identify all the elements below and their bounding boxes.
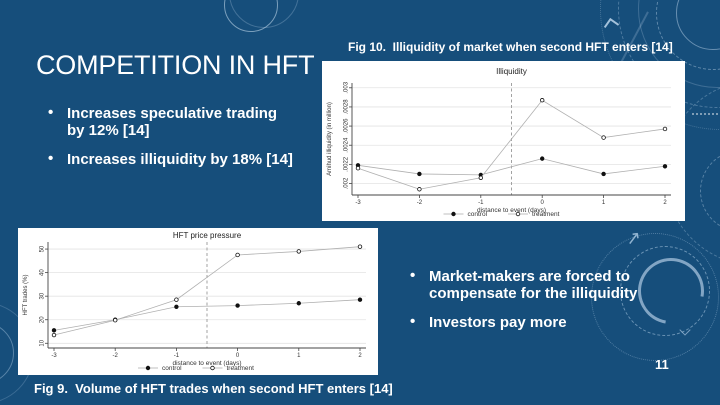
svg-text:.003: .003: [344, 81, 350, 93]
svg-text:.0028: .0028: [344, 99, 350, 115]
svg-text:control: control: [162, 365, 182, 372]
bullet-item: Increases speculative trading by 12% [14…: [46, 104, 346, 140]
svg-text:1: 1: [297, 353, 301, 359]
svg-text:40: 40: [40, 269, 46, 276]
right-bullet-list: Market-makers are forced to compensate f…: [408, 267, 708, 342]
svg-text:.0026: .0026: [344, 118, 350, 134]
svg-text:20: 20: [40, 316, 46, 323]
fig10-chart-panel: .002 .0022 .0024 .0026 .0028 .003 -3 -2 -1 0 1 2 dis…: [322, 61, 685, 221]
decorative-tick-ring: [656, 0, 720, 70]
svg-text:Amihud illiquidity (in million: Amihud illiquidity (in million): [327, 102, 333, 176]
svg-text:-1: -1: [174, 353, 180, 359]
dotted-line: [692, 113, 718, 115]
svg-text:.002: .002: [344, 177, 350, 189]
slide-title: COMPETITION IN HFT: [36, 50, 315, 80]
chevron-up-icon: [603, 17, 620, 34]
svg-text:-3: -3: [51, 353, 57, 359]
svg-text:-3: -3: [355, 200, 361, 206]
svg-text:distance to event (days): distance to event (days): [172, 360, 241, 367]
svg-text:HFT trades (%): HFT trades (%): [23, 275, 29, 316]
svg-text:HFT price pressure: HFT price pressure: [173, 231, 242, 240]
decorative-tick-ring: [700, 150, 720, 232]
svg-text:50: 50: [40, 245, 46, 252]
svg-text:.0024: .0024: [344, 137, 350, 153]
bullet-item: Increases illiquidity by 18% [14]: [46, 150, 346, 168]
decorative-ring: [0, 322, 14, 384]
decorative-ring: [229, 0, 299, 28]
page-number: 11: [655, 357, 669, 372]
svg-text:distance to event (days): distance to event (days): [477, 207, 546, 214]
svg-text:0: 0: [541, 200, 545, 206]
svg-text:2: 2: [358, 353, 362, 359]
svg-text:control: control: [468, 211, 488, 218]
decorative-ring: [224, 0, 278, 32]
svg-text:treatment: treatment: [532, 211, 560, 218]
svg-text:-2: -2: [113, 353, 119, 359]
svg-text:2: 2: [663, 200, 667, 206]
svg-text:10: 10: [40, 339, 46, 346]
svg-text:treatment: treatment: [227, 365, 255, 372]
bullet-item: Investors pay more: [408, 313, 708, 331]
svg-text:-1: -1: [478, 200, 484, 206]
svg-text:.0022: .0022: [344, 156, 350, 172]
fig9-chart-panel: 10 20 30 40 50 -3 -2 -1 0 1 2 distance to event (da…: [18, 228, 378, 375]
fig9-hft-price-pressure-chart: 10 20 30 40 50 -3 -2 -1 0 1 2 distance to event (da…: [18, 228, 378, 375]
svg-text:0: 0: [236, 353, 240, 359]
left-bullet-list: Increases speculative trading by 12% [14…: [46, 104, 346, 179]
svg-text:-2: -2: [417, 200, 423, 206]
fig10-caption: Fig 10. Illiquidity of market when secon…: [348, 40, 673, 54]
bullet-item: Market-makers are forced to compensate f…: [408, 267, 708, 303]
curved-arrow-icon: ↗: [624, 227, 643, 249]
fig9-caption: Fig 9. Volume of HFT trades when second …: [34, 381, 393, 396]
decorative-ring: [676, 0, 720, 50]
fig10-illiquidity-chart: .002 .0022 .0024 .0026 .0028 .003 -3 -2 -1 0 1 2 dis…: [322, 61, 685, 221]
svg-text:1: 1: [602, 200, 606, 206]
svg-text:30: 30: [40, 292, 46, 299]
svg-text:Illiquidity: Illiquidity: [496, 67, 527, 76]
